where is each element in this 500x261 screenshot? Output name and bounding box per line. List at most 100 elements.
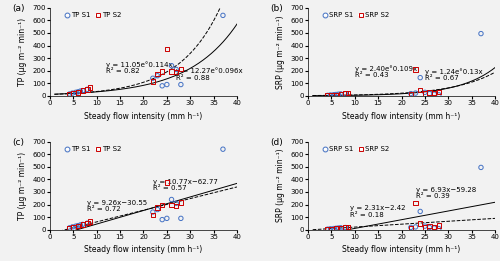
Point (68, 91, 76, 95)
Text: R² = 0.72: R² = 0.72 (88, 206, 121, 212)
Point (154, 72, 162, 76)
Text: R² = 0.18: R² = 0.18 (350, 212, 384, 218)
Y-axis label: TP (μg m⁻² min⁻¹): TP (μg m⁻² min⁻¹) (18, 18, 27, 86)
Point (435, 93, 443, 97)
Point (72, 90, 80, 94)
Point (76, 89, 84, 93)
Point (342, 225, 349, 229)
Legend: TP S1, TP S2: TP S1, TP S2 (63, 10, 124, 21)
Point (430, 225, 438, 229)
Point (158, 84, 166, 88)
Text: R² = 0.39: R² = 0.39 (416, 193, 450, 199)
Point (219, 147, 227, 151)
Point (149, 213, 157, 217)
Text: R² = 0.67: R² = 0.67 (425, 75, 458, 81)
Point (328, 227, 336, 231)
Point (68, 225, 76, 229)
Point (177, 67, 185, 71)
Text: (b): (b) (270, 4, 283, 13)
Point (149, 79, 157, 84)
Point (70, 225, 78, 229)
Point (219, 13, 227, 17)
Point (154, 206, 162, 210)
Point (72, 224, 80, 228)
Text: R² = 0.43: R² = 0.43 (355, 72, 388, 78)
Point (149, 210, 157, 214)
Point (66, 226, 74, 230)
Point (332, 93, 340, 97)
Point (421, 90, 429, 94)
Point (177, 82, 185, 87)
Point (328, 93, 336, 97)
Point (78, 222, 86, 227)
Point (336, 92, 344, 96)
Point (344, 91, 352, 95)
Legend: TP S1, TP S2: TP S1, TP S2 (63, 143, 124, 155)
Point (74, 224, 82, 228)
Point (74, 90, 82, 94)
Point (426, 225, 434, 229)
Point (334, 226, 342, 230)
Point (435, 227, 443, 231)
Point (421, 224, 429, 228)
Point (342, 92, 349, 96)
Point (70, 92, 78, 96)
Point (168, 64, 175, 68)
Point (430, 226, 438, 230)
Point (426, 224, 434, 228)
Point (86, 220, 94, 224)
Point (336, 226, 344, 230)
X-axis label: Steady flow intensity (mm h⁻¹): Steady flow intensity (mm h⁻¹) (342, 245, 460, 254)
Point (332, 92, 340, 97)
Text: R² = 0.82: R² = 0.82 (106, 68, 140, 74)
Point (172, 67, 180, 72)
Point (163, 216, 171, 221)
Point (84, 87, 92, 91)
Point (78, 222, 86, 227)
Point (407, 92, 415, 96)
Point (416, 222, 424, 226)
Point (332, 227, 340, 231)
Point (154, 74, 162, 78)
Point (172, 201, 180, 205)
Point (477, 32, 485, 36)
Point (342, 92, 349, 96)
Point (407, 92, 415, 96)
Point (163, 47, 171, 51)
Point (416, 75, 424, 80)
Point (426, 92, 434, 96)
Text: (c): (c) (12, 138, 24, 147)
Point (421, 225, 429, 229)
Point (78, 88, 86, 93)
Point (78, 88, 86, 93)
Text: (a): (a) (12, 4, 25, 13)
Point (477, 165, 485, 169)
Point (407, 225, 415, 229)
Point (149, 76, 157, 80)
Legend: SRP S1, SRP S2: SRP S1, SRP S2 (321, 10, 392, 21)
Point (163, 180, 171, 185)
Point (172, 70, 180, 74)
Point (336, 92, 344, 96)
Point (407, 226, 415, 230)
Point (74, 90, 82, 94)
Legend: SRP S1, SRP S2: SRP S1, SRP S2 (321, 143, 392, 155)
Text: y = 1.24e°0.13x: y = 1.24e°0.13x (425, 68, 482, 75)
Point (84, 221, 92, 225)
Point (158, 203, 166, 207)
Text: y = 10.77x−62.77: y = 10.77x−62.77 (153, 179, 218, 185)
Point (412, 91, 420, 95)
Point (172, 204, 180, 208)
Point (416, 88, 424, 92)
Point (330, 227, 338, 231)
Point (332, 226, 340, 230)
Point (330, 93, 338, 97)
Point (163, 82, 171, 87)
Y-axis label: SRP (μg m⁻² min⁻¹): SRP (μg m⁻² min⁻¹) (276, 15, 285, 89)
Point (426, 90, 434, 94)
Point (412, 201, 420, 205)
Point (430, 92, 438, 96)
Point (158, 217, 166, 222)
Point (421, 92, 429, 96)
Point (74, 224, 82, 228)
